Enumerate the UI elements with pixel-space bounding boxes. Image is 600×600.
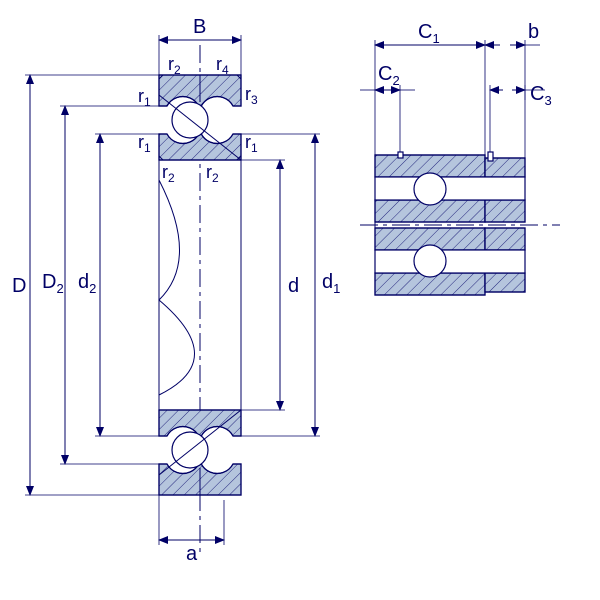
label-r1-ir: r1 bbox=[245, 132, 258, 155]
label-B: B bbox=[193, 16, 206, 38]
right-cross-section: C1 b C2 C3 bbox=[360, 21, 560, 295]
label-r2-bl: r2 bbox=[162, 162, 175, 185]
label-C1: C1 bbox=[418, 21, 440, 46]
bearing-diagram: B D D2 d2 d d1 a r2 r4 r1 r3 r1 r1 r2 r2 bbox=[0, 0, 600, 600]
label-r3: r3 bbox=[245, 84, 258, 107]
label-C2: C2 bbox=[378, 63, 400, 88]
label-r2-tl: r2 bbox=[168, 54, 181, 77]
label-d2-left: d2 bbox=[78, 271, 96, 296]
label-r1-ol: r1 bbox=[138, 86, 151, 109]
label-D2: D2 bbox=[42, 271, 64, 296]
label-r4: r4 bbox=[216, 54, 229, 77]
label-D: D bbox=[12, 275, 26, 297]
label-C3: C3 bbox=[530, 83, 552, 108]
label-d: d bbox=[288, 275, 299, 297]
label-r2-br: r2 bbox=[206, 162, 219, 185]
label-b: b bbox=[528, 21, 539, 43]
left-cross-section: B D D2 d2 d d1 a r2 r4 r1 r3 r1 r1 r2 r2 bbox=[12, 16, 340, 565]
label-d1: d1 bbox=[322, 271, 340, 296]
label-r1-il: r1 bbox=[138, 132, 151, 155]
label-a: a bbox=[186, 543, 198, 565]
